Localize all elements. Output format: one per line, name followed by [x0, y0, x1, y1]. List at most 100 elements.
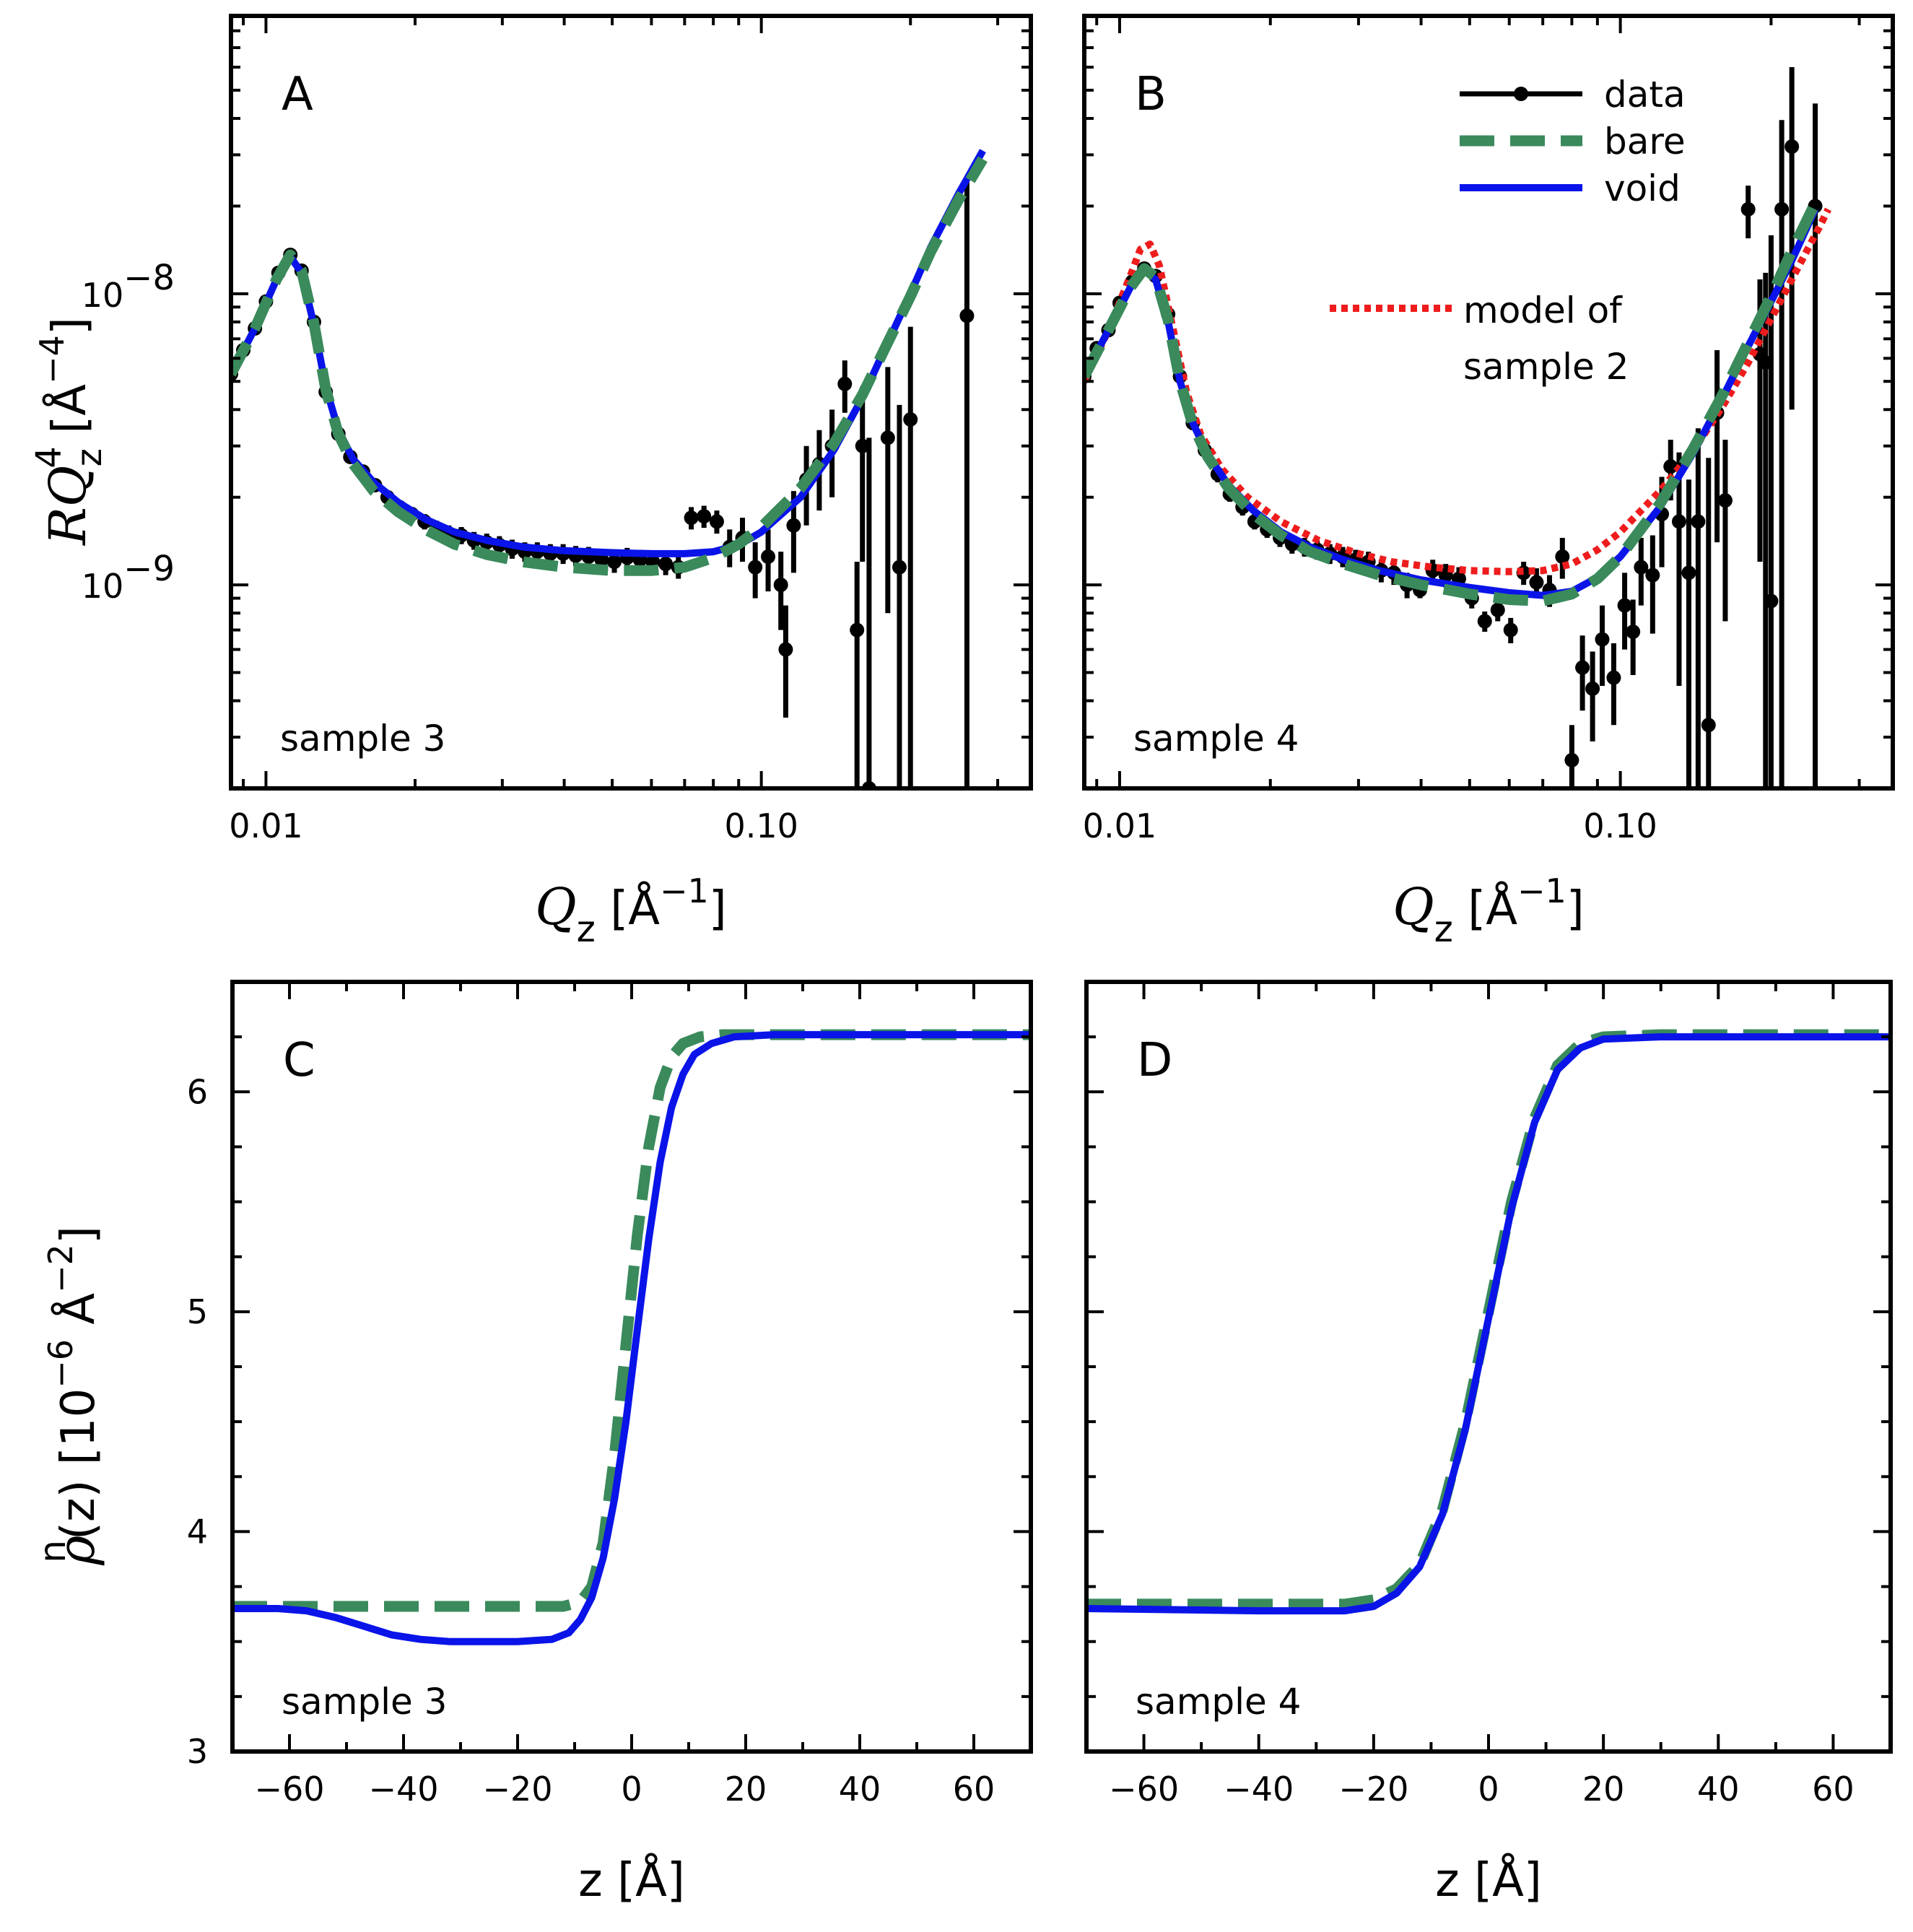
legend-label: sample 2 [1463, 346, 1629, 388]
x-tick-label: −20 [1338, 1770, 1408, 1809]
data-point [1503, 622, 1518, 638]
ticks [231, 980, 1032, 1753]
x-axis-subscript: z [1434, 908, 1453, 950]
x-tick-label: 40 [1697, 1770, 1740, 1809]
x-tick-label: −20 [482, 1770, 552, 1809]
bare-dashed-line [1086, 1029, 1891, 1610]
data-point [1575, 660, 1590, 675]
data-point [880, 430, 895, 445]
legend-entry: bare [1460, 121, 1686, 162]
x-axis-unit-close: ] [1566, 882, 1585, 936]
x-axis-subscript: z [577, 908, 596, 950]
legend-label: data [1604, 74, 1686, 116]
y-tick-exponent: −8 [123, 258, 175, 298]
legend: data bare void model of sample 2 [1330, 74, 1686, 388]
x-tick-label: −60 [254, 1770, 324, 1809]
data-point [1681, 565, 1696, 580]
y-tick-label: 10−9 [82, 549, 175, 606]
x-tick-label: 40 [839, 1770, 881, 1809]
data-point [1529, 575, 1544, 590]
data-point [1717, 493, 1733, 508]
x-tick-label: 0 [1478, 1770, 1499, 1809]
y-axis-unit-2: Å [51, 1293, 105, 1339]
x-axis-unit: [Å [1453, 881, 1517, 936]
y-axis-unit-close: ] [52, 1226, 105, 1244]
legend-entry-model: model of sample 2 [1330, 290, 1629, 388]
x-axis-symbol: Q [1393, 877, 1434, 936]
x-tick-label: 0.10 [724, 806, 798, 845]
data-point [709, 514, 724, 529]
void-line [1084, 207, 1819, 599]
y-axis-title: ρn(z) [10−6 Å−2] [32, 1226, 106, 1566]
ticks [231, 14, 1031, 790]
y-axis-superscript: n [32, 1540, 74, 1563]
data-point [1740, 201, 1756, 217]
data-point [1645, 567, 1660, 583]
data-point [855, 438, 870, 453]
data-point [778, 642, 793, 657]
x-axis-title: z [Å] [578, 1853, 685, 1907]
data-point [1617, 598, 1632, 613]
ticks [1085, 980, 1892, 1753]
data-point [786, 518, 801, 533]
void-line [1086, 1033, 1891, 1615]
bare-dashed-line [231, 156, 988, 576]
y-tick-base: 10 [82, 567, 124, 606]
y-axis-unit: [Å [42, 384, 97, 448]
data-point [697, 509, 712, 524]
y-axis-subscript: z [69, 448, 110, 466]
data-point [748, 560, 763, 575]
y-tick-label: 10−8 [82, 258, 175, 315]
data-point [1671, 514, 1686, 529]
y-tick-base: 10 [82, 276, 124, 315]
data-point [1595, 632, 1610, 647]
data-point [773, 578, 788, 593]
y-axis-superscript: 4 [29, 446, 69, 469]
data-point [1663, 459, 1678, 474]
plot-frame [229, 14, 1033, 791]
y-axis-unit-exponent: −6 [41, 1339, 80, 1388]
data-point [903, 412, 918, 427]
legend-label: void [1604, 167, 1681, 209]
data-point [1477, 614, 1492, 629]
y-tick-label: 6 [187, 1072, 208, 1111]
ticks [1084, 14, 1893, 790]
x-axis-symbol: Q [535, 877, 576, 936]
panel-c: −60 −40 −20 0 20 40 60 3 4 5 6 z [Å] ρn(z) [10−6 Å−2… [32, 980, 1033, 1907]
x-axis-title: z [Å] [1435, 1853, 1542, 1907]
data-point [1555, 549, 1570, 565]
data-point [1774, 201, 1790, 217]
data-point [658, 557, 674, 572]
x-axis-unit-exponent: −1 [660, 871, 709, 910]
plot-area [1086, 1029, 1891, 1615]
y-axis-unit-exponent: −4 [32, 335, 71, 384]
y-axis-unit: (z) [10 [52, 1388, 105, 1540]
data-point [1691, 514, 1706, 529]
data-point [607, 554, 622, 570]
plot-area [231, 149, 988, 788]
y-tick-label: 5 [187, 1292, 208, 1331]
data-point [1490, 602, 1505, 617]
data-point [850, 622, 865, 638]
y-axis-unit-2-exponent: −2 [41, 1244, 80, 1293]
data-series [231, 180, 975, 788]
data-point [1606, 670, 1621, 685]
x-tick-label: 0.10 [1583, 806, 1657, 845]
data-point [1564, 752, 1579, 767]
y-axis-unit-close: ] [43, 317, 97, 335]
data-point [892, 560, 907, 575]
panel-letter: C [283, 1034, 315, 1087]
plot-area [232, 1029, 1031, 1645]
panel-letter: B [1135, 68, 1167, 121]
y-tick-label: 3 [187, 1732, 208, 1771]
legend-entry: data [1460, 74, 1686, 116]
sample-label: sample 4 [1136, 1681, 1302, 1723]
data-point [1626, 625, 1641, 640]
data-point [761, 549, 776, 565]
x-tick-label: 0.01 [1083, 806, 1156, 845]
data-point [1785, 139, 1800, 155]
plot-area [1084, 67, 1831, 788]
